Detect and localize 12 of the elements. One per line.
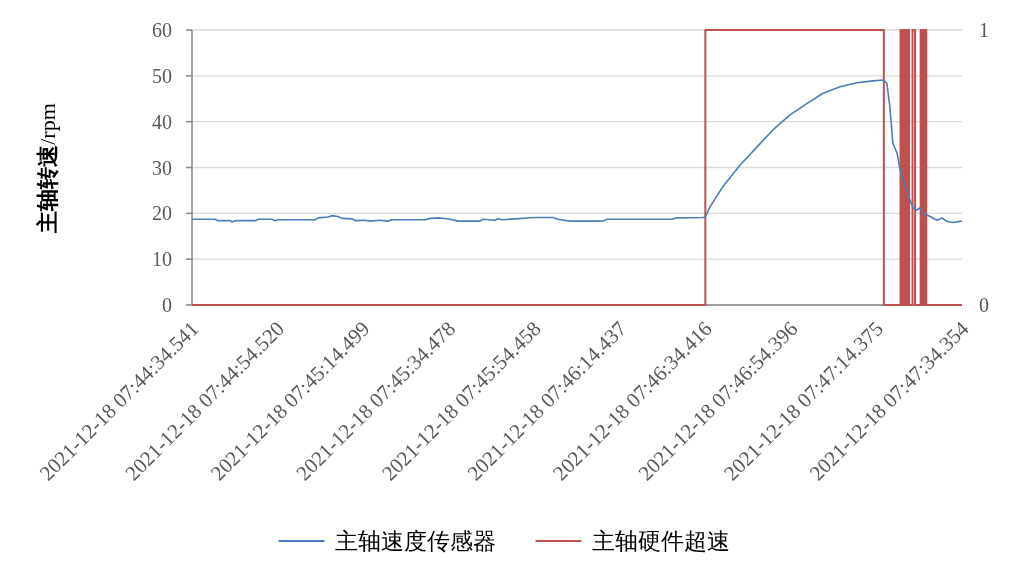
y-tick-label: 30 xyxy=(152,156,172,179)
legend-label: 主轴硬件超速 xyxy=(591,528,730,554)
y-tick-label: 0 xyxy=(162,294,172,316)
y-tick-label: 10 xyxy=(152,248,172,271)
legend-label: 主轴速度传感器 xyxy=(334,528,496,554)
y-tick-label: 20 xyxy=(152,202,172,225)
y2-tick-label: 1 xyxy=(979,19,989,41)
y-tick-label: 60 xyxy=(152,19,172,41)
y-tick-label: 50 xyxy=(152,64,172,87)
y-axis-title: 主轴转速/rpm xyxy=(34,103,60,234)
y-tick-label: 40 xyxy=(152,110,172,133)
y2-tick-label: 0 xyxy=(979,294,989,316)
